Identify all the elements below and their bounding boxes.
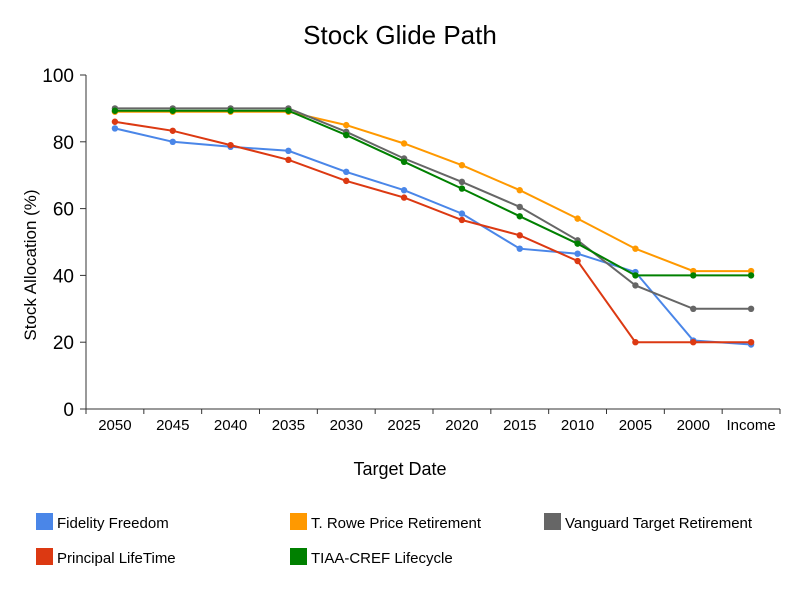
y-tick-label: 0 — [63, 400, 74, 421]
y-tick-label: 100 — [42, 66, 74, 87]
x-tick-label: Income — [726, 417, 775, 434]
legend-label: T. Rowe Price Retirement — [311, 515, 482, 532]
legend-swatch — [36, 513, 53, 530]
y-axis-label: Stock Allocation (%) — [21, 189, 40, 340]
data-point — [400, 158, 408, 166]
y-tick-label: 40 — [53, 266, 74, 287]
data-point — [516, 232, 523, 239]
data-point — [632, 245, 639, 252]
series-line-0 — [114, 127, 752, 346]
legend-swatch — [544, 513, 561, 530]
series-line-4 — [114, 109, 752, 277]
x-axis-label: Target Date — [353, 459, 446, 479]
x-tick-label: 2025 — [387, 417, 420, 434]
data-point — [169, 138, 176, 145]
x-tick-label: 2020 — [445, 417, 478, 434]
legend-swatch — [290, 513, 307, 530]
x-tick-label: 2040 — [214, 417, 247, 434]
data-point — [632, 282, 639, 289]
legend-swatch — [36, 548, 53, 565]
x-tick-label: 2000 — [677, 417, 710, 434]
data-point — [516, 187, 523, 194]
data-point — [343, 177, 350, 185]
x-tick-label: 2010 — [561, 417, 594, 434]
data-point — [458, 216, 466, 224]
data-point — [169, 127, 176, 134]
legend-label: Fidelity Freedom — [57, 515, 169, 532]
y-tick-label: 80 — [53, 133, 74, 154]
data-point — [400, 194, 408, 201]
y-tick-label: 20 — [53, 333, 74, 354]
data-point — [111, 107, 119, 114]
data-point — [400, 140, 408, 147]
chart-title: Stock Glide Path — [303, 20, 497, 50]
series-line-3 — [114, 120, 752, 344]
x-tick-label: 2005 — [619, 417, 652, 434]
data-point — [516, 213, 523, 220]
data-point — [574, 215, 581, 222]
legend: Fidelity Freedom T. Rowe Price Retirement… — [36, 513, 753, 567]
data-point — [400, 187, 408, 194]
data-point — [343, 131, 350, 139]
data-point — [227, 141, 234, 149]
legend-label: TIAA-CREF Lifecycle — [311, 550, 453, 567]
data-point — [574, 240, 581, 247]
legend-label: Principal LifeTime — [57, 550, 176, 567]
data-point — [111, 125, 119, 132]
data-point — [458, 185, 466, 192]
data-point — [227, 107, 234, 114]
series-line-1 — [114, 110, 752, 273]
legend-swatch — [290, 548, 307, 565]
x-tick-label: 2015 — [503, 417, 536, 434]
legend-label: Vanguard Target Retirement — [565, 515, 753, 532]
data-point — [458, 178, 466, 186]
data-point — [690, 305, 697, 312]
data-point — [285, 107, 292, 114]
data-point — [574, 250, 581, 257]
data-point — [285, 147, 292, 155]
data-point — [516, 203, 523, 211]
data-point — [747, 305, 755, 312]
data-point — [516, 245, 523, 252]
data-point — [747, 272, 755, 279]
data-point — [632, 272, 639, 279]
x-tick-label: 2045 — [156, 417, 189, 434]
data-point — [690, 272, 697, 279]
y-tick-label: 60 — [53, 200, 74, 221]
data-point — [111, 118, 119, 125]
x-tick-label: 2050 — [98, 417, 131, 434]
data-point — [285, 156, 292, 164]
data-point — [458, 210, 466, 217]
data-point — [574, 257, 581, 265]
data-point — [343, 121, 350, 129]
x-tick-label: 2035 — [272, 417, 305, 434]
data-point — [458, 161, 466, 169]
data-point — [632, 339, 639, 346]
data-point — [169, 107, 176, 114]
data-point — [343, 168, 350, 176]
series-line-2 — [114, 107, 752, 310]
x-tick-label: 2030 — [330, 417, 363, 434]
data-point — [747, 339, 755, 346]
data-point — [690, 339, 697, 346]
